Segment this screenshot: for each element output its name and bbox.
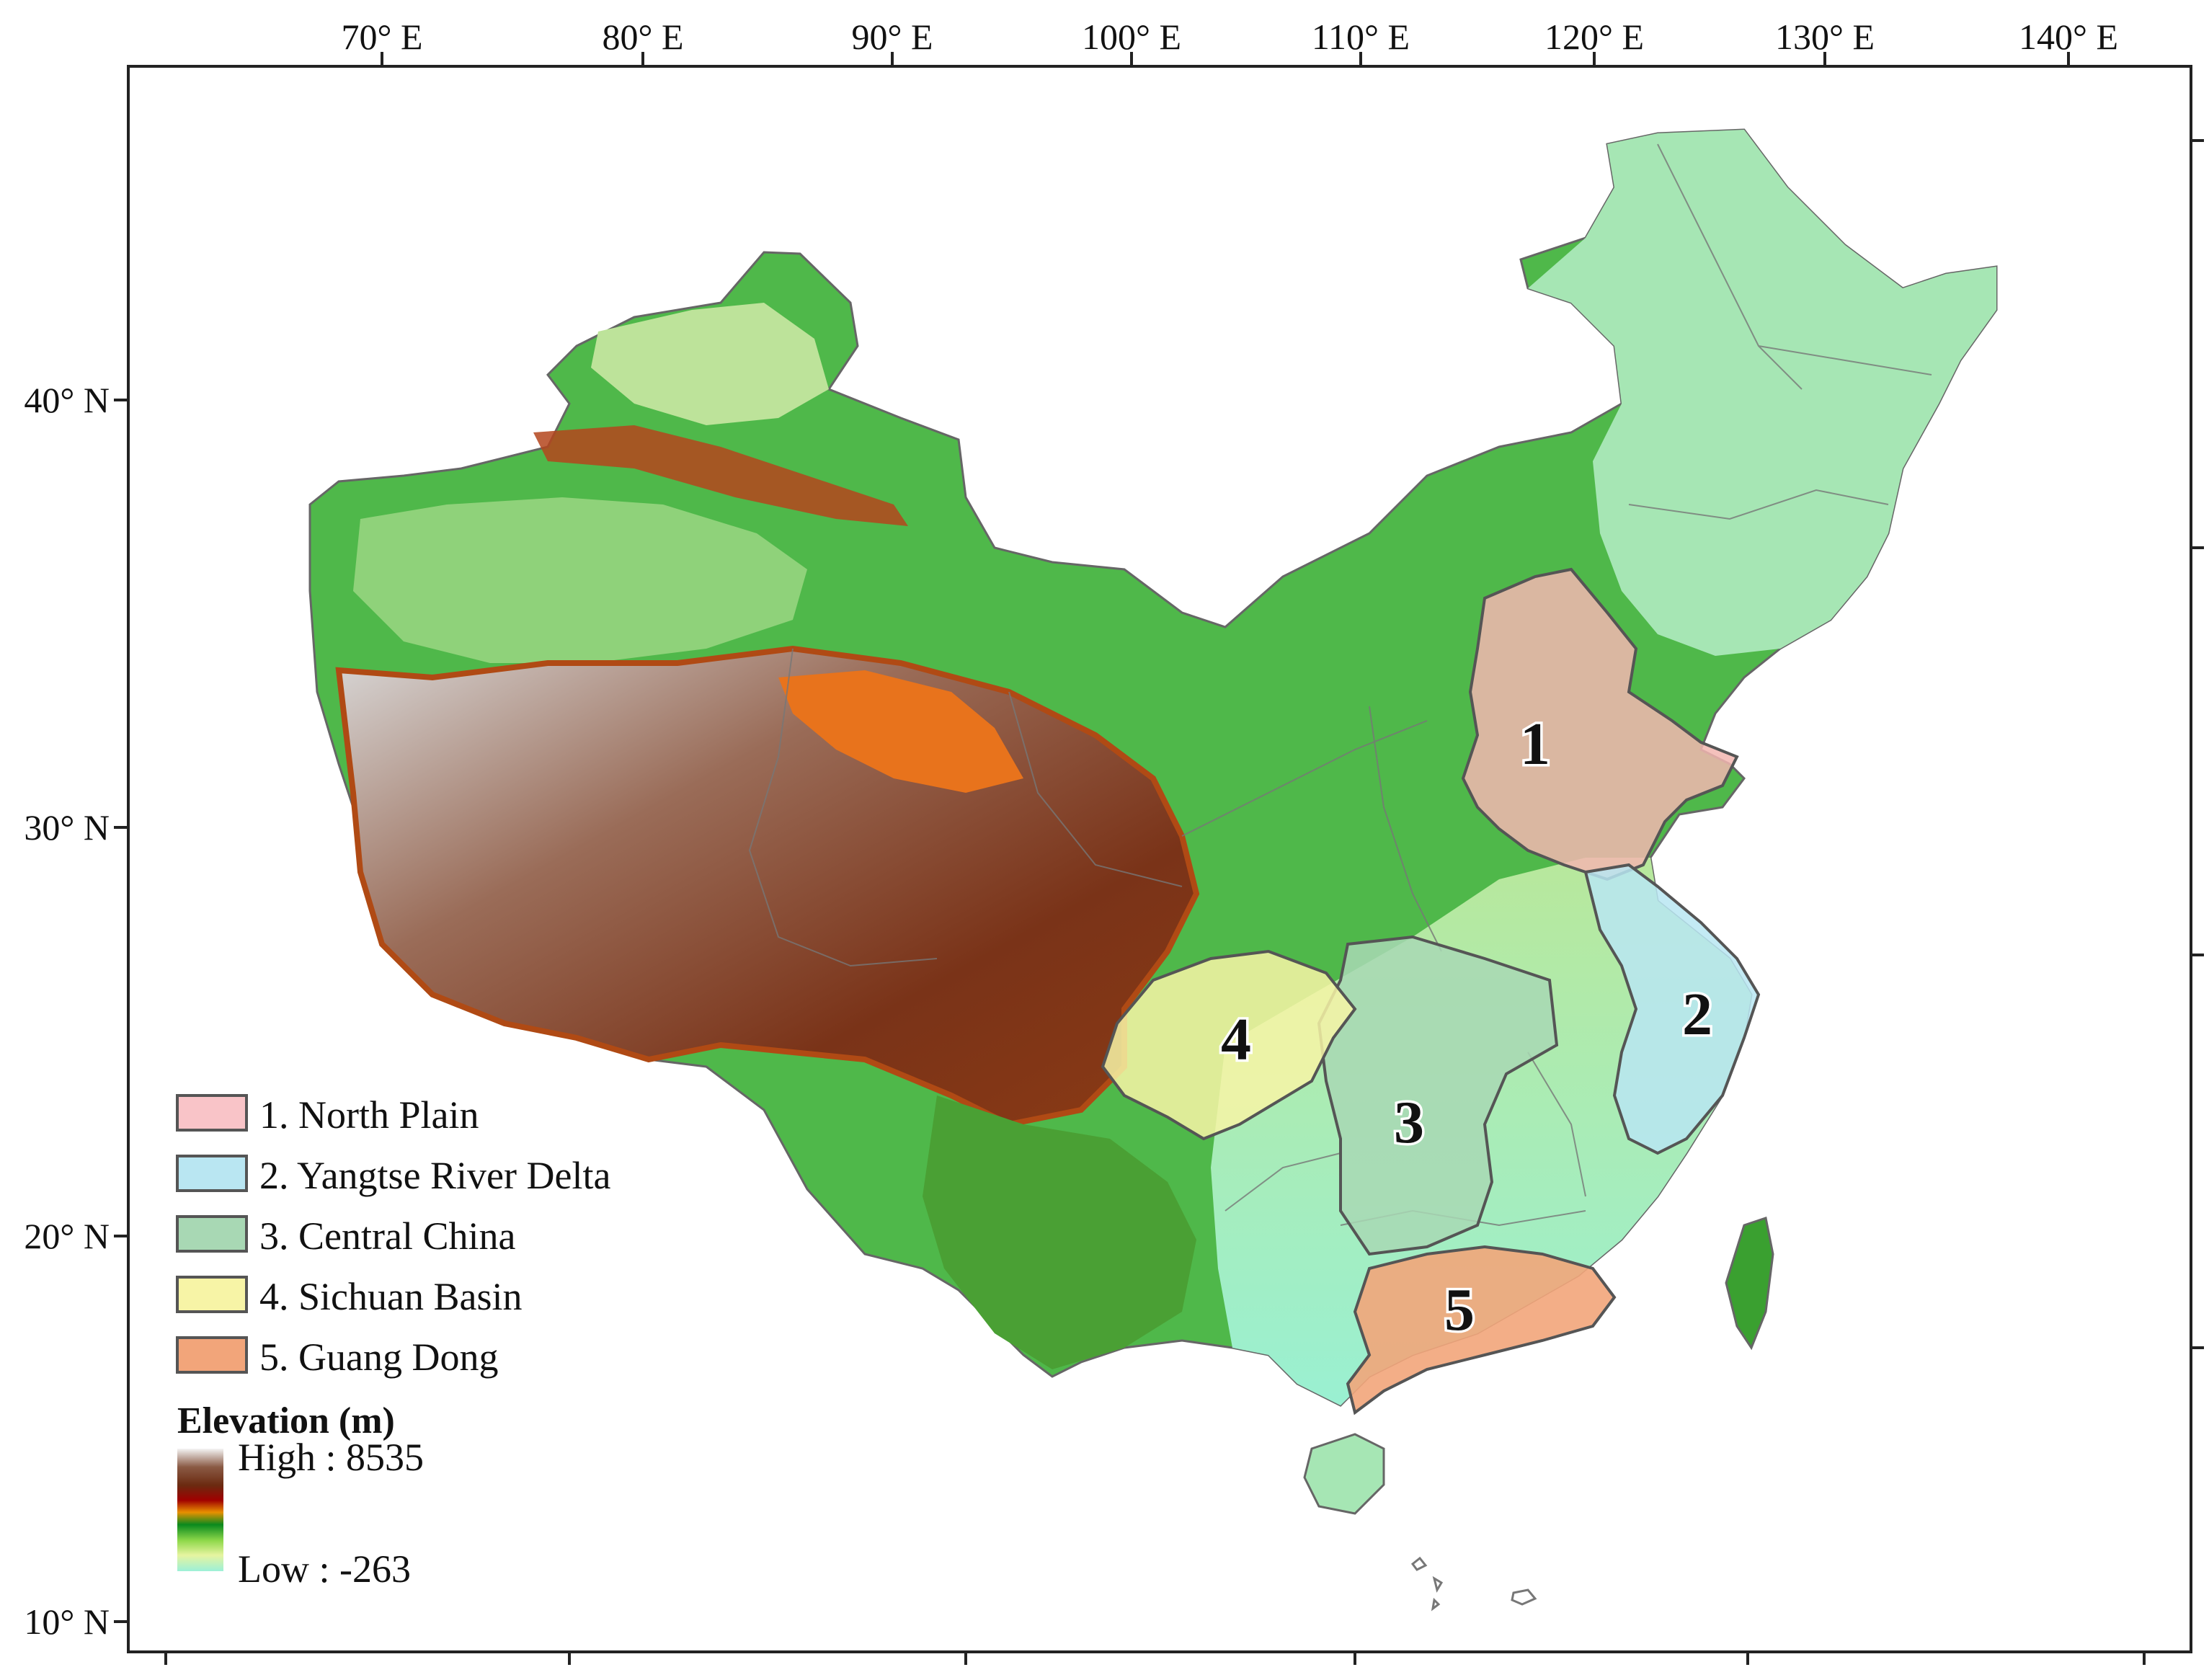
region-number-4: 4	[1221, 1006, 1251, 1073]
legend-item-guang-dong: 5. Guang Dong	[176, 1335, 498, 1379]
region-numbers: 1 2 3 4 5	[1219, 708, 1715, 1346]
legend-swatch-guang-dong	[176, 1336, 248, 1374]
legend-item-sichuan-basin: 4. Sichuan Basin	[176, 1275, 522, 1318]
region-number-1: 1	[1520, 711, 1550, 778]
legend: 1. North Plain 2. Yangtse River Delta 3.…	[176, 1093, 610, 1591]
legend-label-yangtse-river-delta: 2. Yangtse River Delta	[259, 1154, 610, 1197]
legend-swatch-sichuan-basin	[176, 1276, 248, 1313]
hainan-island	[1303, 1433, 1385, 1515]
legend-label-central-china: 3. Central China	[259, 1214, 515, 1258]
elevation-legend-title: Elevation (m)	[177, 1400, 395, 1441]
legend-item-yangtse-river-delta: 2. Yangtse River Delta	[176, 1154, 610, 1197]
northeast-lowlands	[1528, 130, 1996, 656]
top-tick-labels: 70° E 80° E 90° E 100° E 110° E 120° E 1…	[341, 17, 2118, 57]
region-yangtse-river-delta	[1583, 863, 1761, 1155]
frame-ticks	[164, 139, 2204, 1665]
elevation-high-label: High : 8535	[238, 1436, 424, 1479]
legend-label-guang-dong: 5. Guang Dong	[259, 1335, 498, 1379]
region-sichuan-basin	[1101, 949, 1357, 1141]
legend-label-sichuan-basin: 4. Sichuan Basin	[259, 1275, 522, 1318]
region-guang-dong	[1346, 1245, 1617, 1415]
legend-label-north-plain: 1. North Plain	[259, 1093, 479, 1137]
tick-label-100e: 100° E	[1082, 17, 1181, 57]
region-number-2: 2	[1682, 981, 1712, 1048]
province-borders	[748, 143, 1932, 1227]
region-number-3: 3	[1394, 1089, 1424, 1156]
tick-label-130e: 130° E	[1775, 17, 1875, 57]
dzungaria-basin	[591, 303, 829, 425]
yunnan-highlands	[923, 1095, 1196, 1369]
tick-label-40n: 40° N	[24, 380, 110, 420]
region-central-china	[1317, 935, 1559, 1256]
legend-item-north-plain: 1. North Plain	[176, 1093, 479, 1137]
taiwan-island	[1725, 1217, 1774, 1351]
tick-label-20n: 20° N	[24, 1216, 110, 1256]
legend-swatch-central-china	[176, 1215, 248, 1253]
tick-label-80e: 80° E	[602, 17, 683, 57]
top-ticks	[381, 52, 2070, 66]
terrain	[308, 128, 1998, 1612]
tarim-basin	[353, 497, 807, 663]
tick-label-110e: 110° E	[1312, 17, 1410, 57]
left-ticks	[114, 399, 128, 1623]
tianshan-ridge	[533, 425, 908, 526]
legend-swatch-yangtse-river-delta	[176, 1155, 248, 1192]
tick-label-10n: 10° N	[24, 1601, 110, 1642]
tick-label-120e: 120° E	[1544, 17, 1644, 57]
left-tick-labels: 40° N 30° N 20° N 10° N	[24, 380, 110, 1642]
legend-swatch-north-plain	[176, 1094, 248, 1132]
tick-label-140e: 140° E	[2019, 17, 2118, 57]
legend-item-central-china: 3. Central China	[176, 1214, 515, 1258]
elevation-low-label: Low : -263	[238, 1547, 411, 1591]
region-number-5: 5	[1444, 1276, 1475, 1343]
south-china-sea-islands	[1410, 1556, 1537, 1612]
qaidam-basin	[778, 670, 1023, 793]
tick-label-30n: 30° N	[24, 807, 110, 848]
study-regions	[1101, 567, 1761, 1415]
tick-label-90e: 90° E	[851, 17, 933, 57]
tick-label-70e: 70° E	[341, 17, 422, 57]
elevation-color-ramp	[177, 1449, 223, 1571]
region-north-plain	[1461, 567, 1739, 881]
